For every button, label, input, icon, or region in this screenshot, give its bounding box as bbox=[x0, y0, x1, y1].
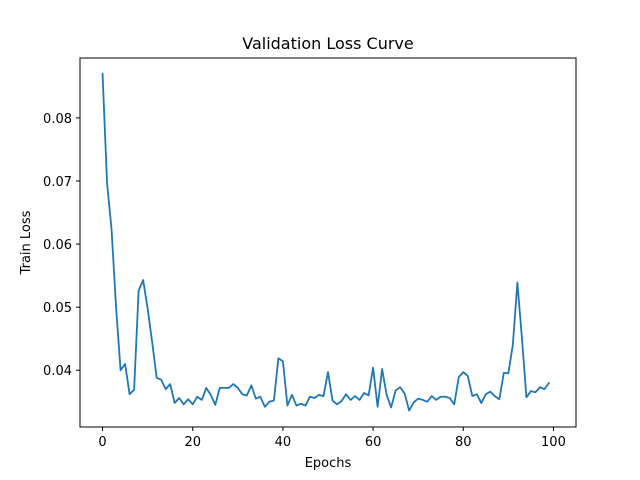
x-tick-label: 80 bbox=[455, 435, 472, 450]
y-tick-label: 0.07 bbox=[43, 175, 72, 190]
chart-title: Validation Loss Curve bbox=[242, 34, 413, 53]
x-tick-label: 40 bbox=[275, 435, 292, 450]
y-tick-label: 0.05 bbox=[43, 301, 72, 316]
series-line bbox=[101, 72, 550, 412]
y-tick-label: 0.04 bbox=[43, 364, 72, 379]
plot-area bbox=[101, 72, 550, 412]
y-tick-label: 0.08 bbox=[43, 112, 72, 127]
plot-frame bbox=[79, 57, 577, 428]
y-axis-label: Train Loss bbox=[19, 210, 34, 275]
x-axis: 0 20 40 60 80 100 bbox=[98, 427, 566, 450]
y-axis: 0.04 0.05 0.06 0.07 0.08 bbox=[43, 112, 80, 379]
y-tick-label: 0.06 bbox=[43, 238, 72, 253]
x-tick-label: 0 bbox=[98, 435, 106, 450]
x-tick-label: 20 bbox=[184, 435, 201, 450]
x-tick-label: 60 bbox=[365, 435, 382, 450]
x-tick-label: 100 bbox=[541, 435, 566, 450]
x-axis-label: Epochs bbox=[305, 456, 352, 471]
